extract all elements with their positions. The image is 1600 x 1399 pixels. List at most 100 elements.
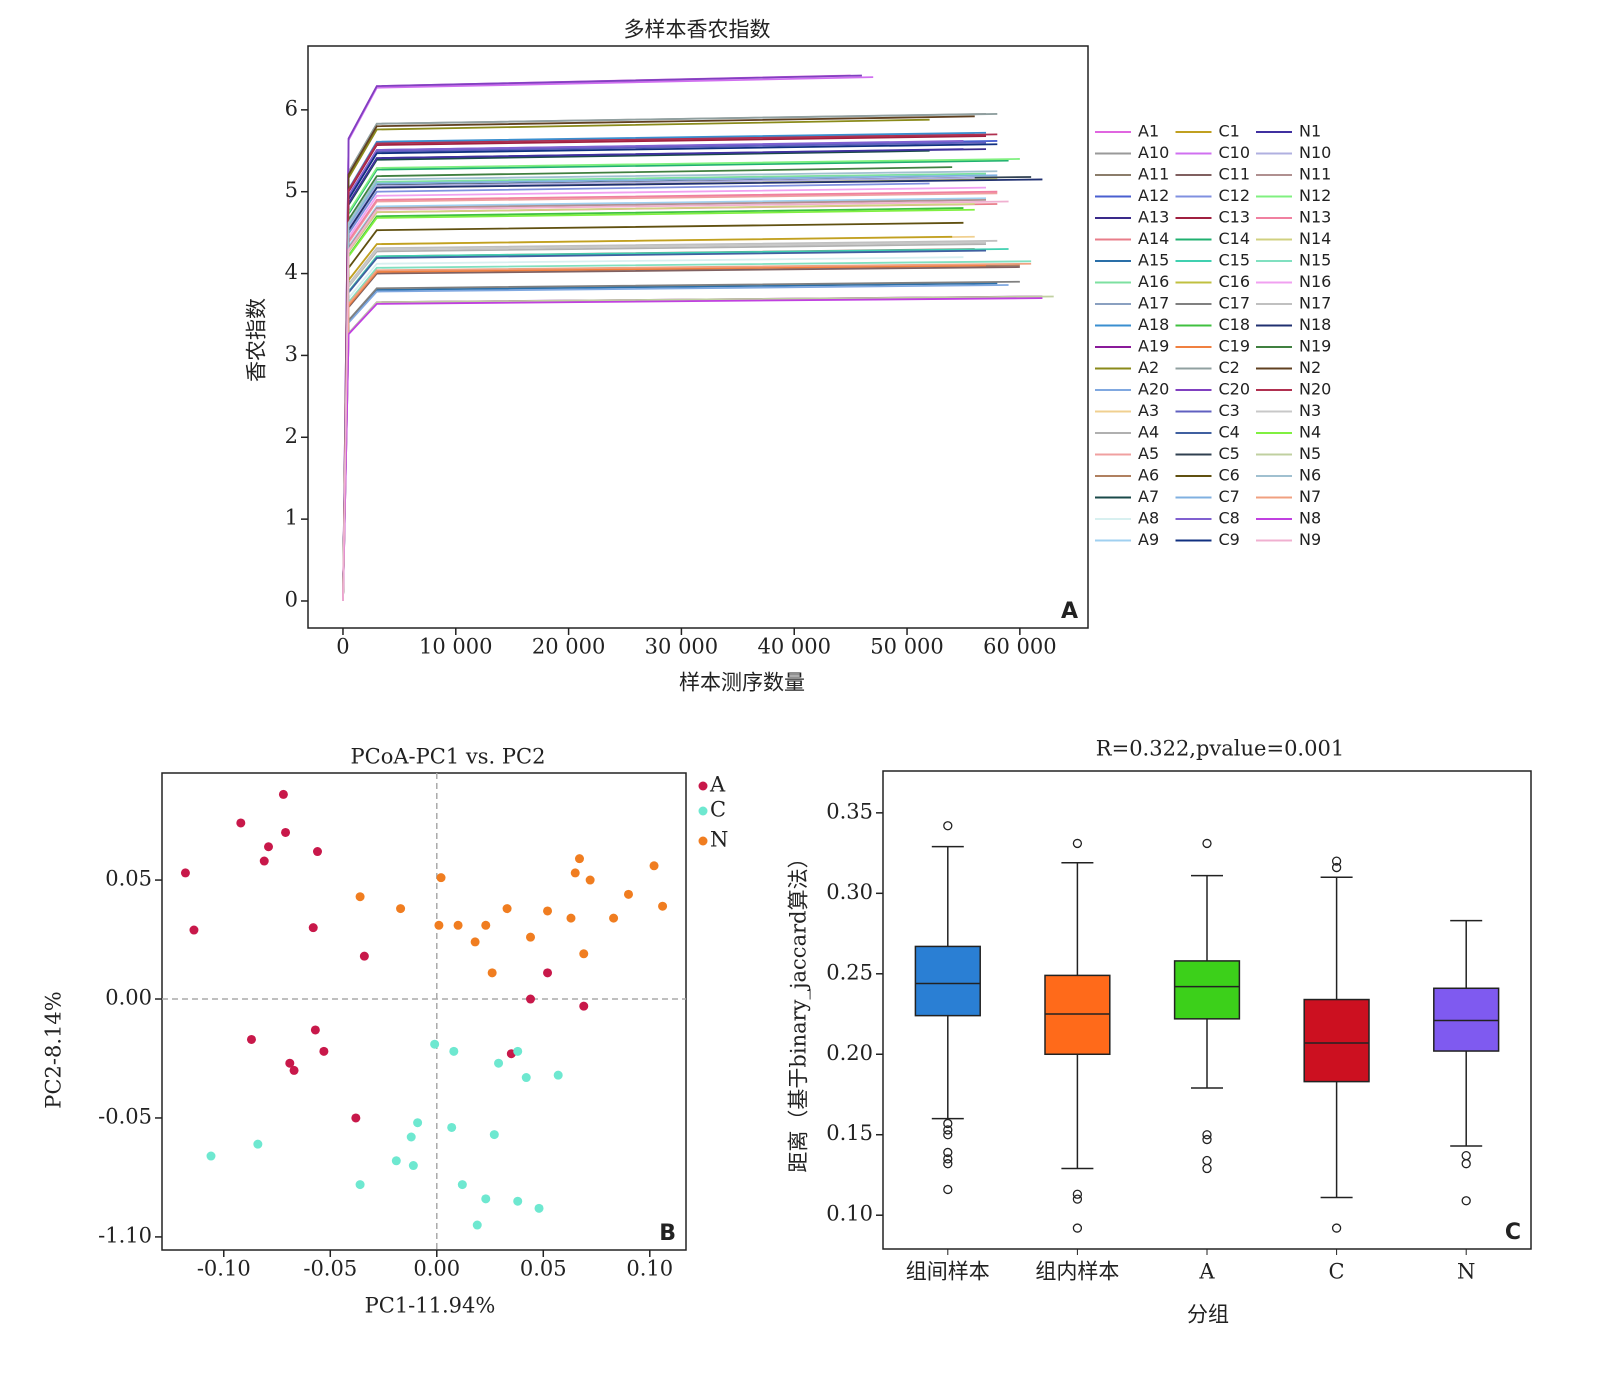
point	[285, 1058, 295, 1068]
series-line	[342, 239, 998, 602]
point	[489, 1130, 499, 1140]
point	[579, 1001, 589, 1011]
series-line	[342, 262, 1032, 602]
legend-label: C8	[1219, 509, 1240, 528]
y-tick-label: 6	[285, 96, 298, 120]
legend-label: A11	[1138, 165, 1169, 184]
outlier	[943, 1130, 953, 1140]
legend-label: N8	[1299, 509, 1321, 528]
point	[264, 842, 274, 852]
legend-label: N9	[1299, 530, 1321, 549]
y-tick-label: 0.15	[826, 1121, 873, 1145]
legend-label: C18	[1219, 315, 1251, 334]
point	[189, 925, 199, 935]
x-tick-label: -0.05	[303, 1257, 357, 1281]
outlier	[1072, 1189, 1083, 1199]
legend-label: C16	[1219, 272, 1251, 291]
point	[521, 1073, 531, 1083]
legend-label: N6	[1299, 466, 1321, 485]
legend-label: N13	[1299, 208, 1331, 227]
chart-title: R=0.322,pvalue=0.001	[1096, 737, 1344, 761]
panel-label: B	[659, 1221, 676, 1246]
box	[1173, 960, 1241, 1020]
point	[570, 868, 580, 878]
legend-label: N5	[1299, 444, 1321, 463]
point	[351, 1113, 361, 1123]
series-line	[342, 241, 987, 602]
legend-label: A14	[1138, 229, 1169, 248]
legend-label: C7	[1219, 487, 1240, 506]
legend-label: A9	[1138, 530, 1159, 549]
outlier	[1202, 1134, 1212, 1145]
outlier	[943, 1154, 953, 1164]
series-line	[342, 266, 1020, 602]
legend-label: C13	[1219, 208, 1251, 227]
point	[513, 1196, 523, 1206]
point	[253, 1139, 263, 1149]
point	[413, 1118, 423, 1128]
series-line	[342, 264, 1020, 602]
point	[481, 920, 491, 930]
point	[526, 932, 536, 942]
point	[408, 1161, 418, 1171]
legend-label: C5	[1219, 444, 1240, 463]
series-line	[342, 297, 1043, 602]
legend-label: N19	[1299, 337, 1331, 356]
legend-label: C1	[1219, 122, 1240, 141]
point	[430, 1039, 440, 1049]
box	[1303, 998, 1370, 1083]
point	[391, 1156, 401, 1166]
series-line	[342, 174, 998, 602]
legend-label: C4	[1219, 423, 1240, 442]
legend-label: C6	[1219, 466, 1240, 485]
legend-label: C14	[1219, 229, 1251, 248]
y-axis-label: PC2-8.14%	[42, 991, 66, 1108]
point	[312, 847, 322, 857]
legend-label: C19	[1219, 337, 1251, 356]
legend-swatch	[698, 781, 708, 791]
series-line	[342, 280, 1020, 602]
point	[481, 1194, 491, 1204]
point	[623, 889, 633, 899]
x-tick-label: A	[1198, 1260, 1215, 1284]
point	[355, 892, 365, 902]
outlier	[1202, 1155, 1212, 1166]
legend-label: A8	[1138, 509, 1159, 528]
x-tick-label: 组间样本	[906, 1260, 990, 1284]
point	[236, 818, 246, 828]
x-tick-label: 0	[336, 635, 349, 659]
legend-label: C15	[1219, 251, 1251, 270]
legend-label: A2	[1138, 358, 1159, 377]
legend-swatch	[698, 836, 708, 846]
legend-label: N	[710, 828, 728, 852]
y-tick-label: -0.05	[98, 1104, 152, 1128]
legend-label: A5	[1138, 444, 1159, 463]
series-line	[342, 149, 930, 601]
point	[487, 968, 497, 978]
legend-label: C10	[1219, 143, 1251, 162]
point	[543, 906, 553, 916]
legend-label: N15	[1299, 251, 1331, 270]
plot-frame	[161, 772, 687, 1251]
point	[180, 868, 190, 878]
point	[278, 789, 288, 799]
legend-label: N20	[1299, 380, 1331, 399]
point	[526, 994, 536, 1004]
legend-label: N10	[1299, 143, 1331, 162]
series-line	[342, 200, 1009, 602]
chart-title: PCoA-PC1 vs. PC2	[351, 745, 546, 769]
legend-label: A19	[1138, 337, 1169, 356]
outlier	[1202, 1130, 1212, 1140]
point	[453, 920, 463, 930]
legend-label: N17	[1299, 294, 1331, 313]
y-axis-label: 香农指数	[245, 298, 269, 382]
y-tick-label: -1.10	[98, 1223, 152, 1247]
series-line	[342, 284, 1009, 602]
legend-label: A3	[1138, 401, 1159, 420]
legend-label: A17	[1138, 294, 1169, 313]
legend-label: N12	[1299, 186, 1331, 205]
legend-label: C12	[1219, 186, 1251, 205]
y-tick-label: 2	[285, 424, 298, 448]
point	[308, 923, 318, 933]
